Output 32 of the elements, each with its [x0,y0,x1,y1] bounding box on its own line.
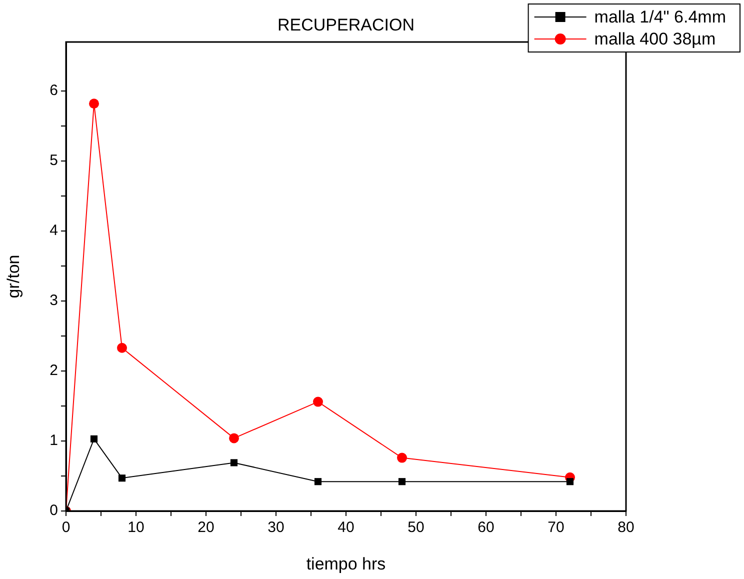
x-axis-title: tiempo hrs [306,554,386,574]
legend-label: malla 1/4" 6.4mm [594,8,726,27]
y-tick-label: 1 [50,432,58,450]
point [89,98,99,109]
x-tick-label: 60 [478,519,494,536]
x-tick-label: 20 [198,519,214,536]
y-axis-title: gr/ton [4,254,23,298]
point [90,435,98,442]
point [313,396,323,407]
x-tick-label: 50 [408,519,424,536]
point [314,478,322,486]
x-tick-label: 80 [618,519,634,536]
y-tick-label: 0 [50,502,58,520]
y-tick-label: 5 [50,152,58,170]
point [398,478,406,486]
point [397,452,407,463]
point [229,433,239,444]
legend-label: malla 400 38µm [594,30,716,49]
x-tick-label: 0 [62,519,70,536]
point [566,478,574,486]
y-tick-label: 6 [50,82,58,100]
x-tick-label: 40 [338,519,354,536]
y-tick-label: 2 [50,362,58,380]
point [117,342,127,353]
x-tick-label: 70 [548,519,564,536]
point [230,459,238,466]
y-tick-label: 4 [50,222,58,240]
point [118,474,126,482]
chart-title: RECUPERACION [278,16,414,35]
x-tick-label: 30 [268,519,284,536]
y-tick-label: 3 [50,292,58,310]
x-tick-label: 10 [128,519,144,536]
